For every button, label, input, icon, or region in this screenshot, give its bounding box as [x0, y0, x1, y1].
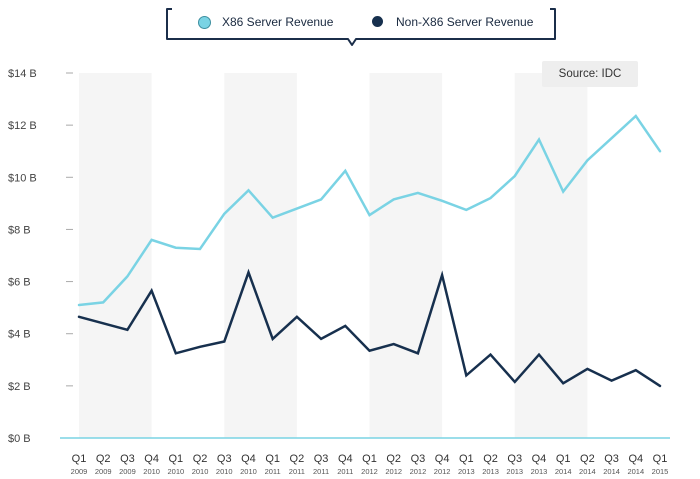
x-tick-quarter: Q1 [265, 453, 280, 465]
legend-swatch-non-x86 [372, 16, 383, 27]
series-line-non-x86 [77, 268, 662, 388]
x-tick-quarter: Q2 [290, 453, 305, 465]
x-tick-quarter: Q1 [459, 453, 474, 465]
x-tick-year: 2009 [71, 467, 88, 476]
x-tick-year: 2012 [410, 467, 427, 476]
x-tick-year: 2014 [579, 467, 596, 476]
legend-item-non-x86[interactable]: Non-X86 Server Revenue [372, 15, 534, 29]
y-axis-ticks: $0 B $2 B $4 B $6 B $8 B $10 B $12 B $14 B [8, 68, 73, 445]
x-tick-year: 2011 [289, 467, 305, 476]
x-tick-quarter: Q3 [604, 453, 619, 465]
x-tick-quarter: Q3 [120, 453, 135, 465]
x-tick-year: 2010 [167, 467, 184, 476]
x-axis-ticks: Q1 2009 Q2 2009 Q3 2009 Q4 2010 Q1 2010 Q2 2010 Q3 20… [71, 453, 669, 476]
x-tick-quarter: Q1 [72, 453, 87, 465]
x-tick-quarter: Q1 [168, 453, 183, 465]
x-tick-year: 2011 [337, 467, 353, 476]
y-tick-label: $6 B [8, 277, 31, 289]
year-band-1 [224, 73, 297, 438]
x-tick-quarter: Q1 [362, 453, 377, 465]
x-tick-year: 2014 [627, 467, 644, 476]
x-tick-quarter: Q2 [386, 453, 401, 465]
y-tick-label: $10 B [8, 172, 37, 184]
source-badge: Source: IDC [542, 61, 638, 87]
x-tick-quarter: Q2 [580, 453, 595, 465]
legend-item-x86[interactable]: X86 Server Revenue [198, 15, 334, 29]
x-tick-quarter: Q2 [193, 453, 208, 465]
x-tick-quarter: Q4 [435, 453, 450, 465]
x-tick-quarter: Q4 [338, 453, 353, 465]
x-tick-quarter: Q3 [217, 453, 232, 465]
alternating-year-bands [79, 73, 588, 438]
x-tick-quarter: Q1 [556, 453, 571, 465]
series-lines [77, 114, 662, 388]
x-tick-year: 2012 [385, 467, 402, 476]
y-tick-label: $0 B [8, 433, 31, 445]
year-band-2 [369, 73, 443, 438]
x-tick-year: 2013 [506, 467, 523, 476]
x-tick-year: 2012 [434, 467, 451, 476]
x-tick-quarter: Q4 [532, 453, 547, 465]
x-tick-year: 2013 [531, 467, 548, 476]
x-tick-year: 2014 [603, 467, 620, 476]
x-tick-quarter: Q2 [96, 453, 111, 465]
series-line-x86 [77, 114, 662, 307]
x-tick-quarter: Q4 [144, 453, 159, 465]
x-tick-year: 2015 [652, 467, 669, 476]
x-tick-year: 2010 [192, 467, 209, 476]
x-tick-year: 2013 [458, 467, 475, 476]
x-tick-quarter: Q4 [628, 453, 643, 465]
x-tick-year: 2010 [216, 467, 233, 476]
x-tick-year: 2009 [119, 467, 136, 476]
x-tick-quarter: Q3 [411, 453, 426, 465]
legend-label-x86: X86 Server Revenue [222, 15, 334, 29]
y-tick-label: $8 B [8, 224, 31, 236]
x-tick-quarter: Q2 [483, 453, 498, 465]
year-band-0 [79, 73, 152, 438]
year-band-3 [514, 73, 588, 438]
x-tick-year: 2012 [361, 467, 378, 476]
x-tick-year: 2011 [313, 467, 329, 476]
y-tick-label: $4 B [8, 329, 31, 341]
legend-frame [166, 8, 556, 46]
x-tick-quarter: Q4 [241, 453, 256, 465]
x-tick-quarter: Q3 [507, 453, 522, 465]
x-tick-quarter: Q3 [314, 453, 329, 465]
x-tick-year: 2010 [240, 467, 257, 476]
y-tick-label: $14 B [8, 68, 37, 80]
x-tick-year: 2014 [555, 467, 572, 476]
x-tick-year: 2009 [95, 467, 112, 476]
legend-label-non-x86: Non-X86 Server Revenue [396, 15, 534, 29]
y-tick-label: $2 B [8, 381, 31, 393]
x-tick-year: 2010 [143, 467, 160, 476]
x-tick-year: 2011 [265, 467, 281, 476]
x-tick-year: 2013 [482, 467, 499, 476]
y-tick-label: $12 B [8, 120, 37, 132]
x-tick-quarter: Q1 [653, 453, 668, 465]
legend: X86 Server Revenue Non-X86 Server Revenu… [166, 7, 557, 46]
legend-swatch-x86 [198, 16, 211, 29]
